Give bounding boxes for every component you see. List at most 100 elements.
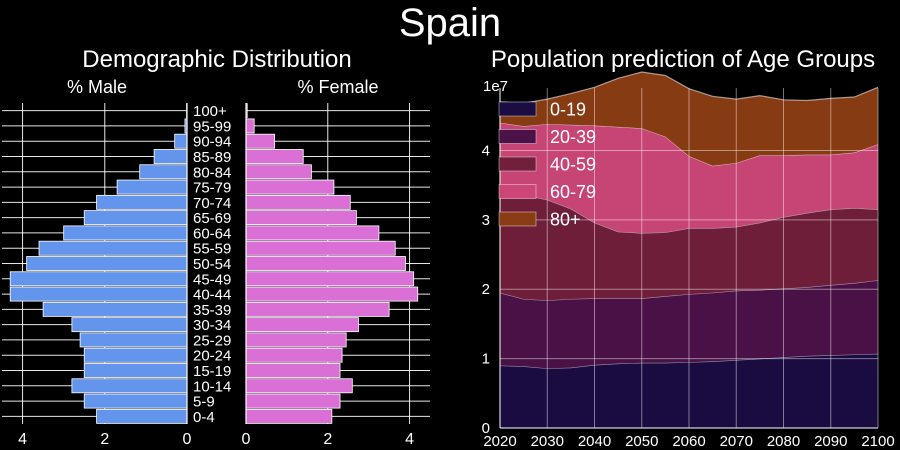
area-series-20-39 [500, 280, 878, 369]
age-group-label: 10-14 [193, 378, 231, 395]
female-bar [245, 286, 419, 302]
male-bar [139, 164, 188, 180]
female-bar [245, 240, 396, 256]
female-bar [245, 179, 335, 195]
female-bar [245, 317, 359, 333]
age-group-label: 15-19 [193, 363, 231, 380]
female-x-tick-label: 0 [242, 431, 251, 448]
male-bar [9, 271, 188, 287]
legend-label: 40-59 [550, 155, 596, 175]
area-y-tick-label: 4 [482, 142, 490, 159]
area-x-tick-label: 2080 [767, 433, 800, 450]
y-offset-label: 1e7 [483, 78, 508, 95]
area-x-tick-label: 2090 [814, 433, 847, 450]
female-bar [245, 225, 380, 241]
female-bar [245, 133, 276, 149]
female-bar [245, 301, 390, 317]
male-bar [174, 133, 188, 149]
area-x-tick-label: 2100 [861, 433, 894, 450]
legend-label: 60-79 [550, 182, 596, 202]
legend: 0-19 20-39 40-59 60-79 80+ [498, 100, 596, 230]
age-group-label: 90-94 [193, 134, 231, 151]
area-x-tick-label: 2020 [483, 433, 516, 450]
legend-label: 80+ [550, 210, 581, 230]
age-group-label: 20-24 [193, 348, 231, 365]
female-bar [245, 332, 347, 348]
age-group-label: 35-39 [193, 302, 231, 319]
female-bar [245, 363, 341, 378]
age-group-label: 40-44 [193, 287, 231, 304]
age-group-label: 60-64 [193, 225, 231, 242]
area-x-tick-label: 2070 [720, 433, 753, 450]
male-x-tick-label: 2 [100, 431, 109, 448]
age-group-label: 50-54 [193, 256, 231, 273]
male-pyramid-panel: 4 2 0 [2, 103, 192, 448]
female-bar [245, 347, 343, 363]
male-bar [38, 240, 188, 256]
area-series-60-79 [500, 122, 878, 234]
area-series-40-59 [500, 188, 878, 301]
female-x-tick-label: 2 [323, 431, 332, 448]
area-series-edge [499, 71, 879, 104]
age-group-label: 75-79 [193, 180, 231, 197]
area-x-tick-label: 2050 [625, 433, 658, 450]
female-bar [245, 378, 353, 394]
male-bar [79, 332, 188, 348]
legend-label: 20-39 [550, 127, 596, 147]
male-bar [83, 210, 188, 226]
age-group-label: 80-84 [193, 164, 231, 181]
legend-swatch [498, 101, 537, 117]
female-axis-label: % Female [297, 77, 378, 97]
pyramid-title: Demographic Distribution [82, 46, 351, 73]
age-group-label: 85-89 [193, 149, 231, 166]
male-bar [116, 179, 188, 195]
female-bar [245, 271, 415, 287]
male-bar [9, 286, 188, 302]
female-bar [245, 149, 304, 164]
area-x-tick-label: 2040 [578, 433, 611, 450]
female-x-tick-label: 4 [405, 431, 414, 448]
male-bar [26, 256, 188, 271]
female-bar [245, 164, 312, 180]
male-bar [42, 301, 188, 317]
area-y-tick-label: 2 [482, 281, 490, 298]
area-chart-title: Population prediction of Age Groups [491, 46, 875, 73]
area-series-0-19 [500, 353, 878, 428]
legend-swatch [498, 211, 537, 227]
area-series-80+ [500, 72, 878, 166]
age-group-label: 30-34 [193, 317, 231, 334]
male-bar [83, 363, 188, 378]
area-x-tick-label: 2060 [672, 433, 705, 450]
female-bar [245, 393, 341, 409]
age-group-label: 65-69 [193, 210, 231, 227]
male-x-tick-label: 4 [18, 431, 27, 448]
female-pyramid-panel: 0 2 4 [242, 103, 430, 448]
male-bar [96, 194, 188, 210]
area-y-tick-label: 0 [482, 420, 490, 437]
age-group-labels: 0-45-910-1415-1920-2425-2930-3435-3940-4… [193, 103, 231, 426]
female-bar [245, 256, 406, 271]
male-bar [71, 378, 188, 394]
age-group-label: 70-74 [193, 195, 231, 212]
age-group-label: 95-99 [193, 118, 231, 135]
male-bar [83, 393, 188, 409]
legend-swatch [498, 184, 537, 199]
figure-title: Spain [399, 1, 501, 45]
area-y-tick-label: 1 [482, 351, 490, 368]
female-bar [245, 118, 255, 134]
age-group-label: 45-49 [193, 271, 231, 288]
legend-swatch [498, 129, 537, 144]
male-bar [96, 408, 188, 424]
female-bar [245, 408, 333, 424]
age-group-label: 25-29 [193, 332, 231, 349]
female-bar [245, 194, 351, 210]
female-bar [245, 210, 357, 226]
legend-swatch [498, 156, 537, 172]
age-group-label: 55-59 [193, 241, 231, 258]
male-axis-label: % Male [67, 77, 127, 97]
area-chart-panel: 2020 2030 2040 2050 2060 2070 2080 2090 2100 0 1 2 3… [482, 71, 895, 450]
male-bar [83, 347, 188, 363]
male-bar [71, 317, 188, 333]
age-group-label: 100+ [193, 103, 227, 120]
